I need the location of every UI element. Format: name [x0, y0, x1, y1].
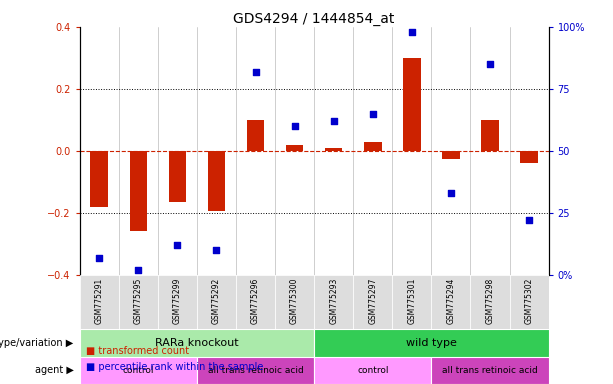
Bar [275, 275, 314, 329]
Text: GSM775291: GSM775291 [95, 278, 104, 324]
Bar [247, 120, 264, 151]
Bar [208, 151, 225, 211]
Bar [80, 275, 119, 329]
Text: genotype/variation ▶: genotype/variation ▶ [0, 338, 74, 348]
Bar [392, 275, 432, 329]
Text: GSM775293: GSM775293 [329, 278, 338, 324]
Point [446, 190, 456, 196]
Bar [80, 357, 197, 384]
Bar [481, 120, 499, 151]
Point [134, 267, 143, 273]
Text: ■ transformed count: ■ transformed count [86, 346, 189, 356]
Point [290, 123, 300, 129]
Point [172, 242, 182, 248]
Text: GSM775297: GSM775297 [368, 278, 377, 324]
Text: control: control [123, 366, 154, 375]
Point [407, 29, 417, 35]
Bar [169, 151, 186, 202]
Bar [520, 151, 538, 163]
Bar [314, 275, 353, 329]
Point [211, 247, 221, 253]
Bar [353, 275, 392, 329]
Text: control: control [357, 366, 389, 375]
Bar [432, 357, 549, 384]
Text: all trans retinoic acid: all trans retinoic acid [442, 366, 538, 375]
Text: GSM775294: GSM775294 [446, 278, 455, 324]
Bar [91, 151, 108, 207]
Bar [325, 148, 343, 151]
Point [329, 118, 338, 124]
Text: GSM775299: GSM775299 [173, 278, 182, 324]
Text: wild type: wild type [406, 338, 457, 348]
Bar [432, 275, 471, 329]
Text: GSM775298: GSM775298 [485, 278, 495, 324]
Bar [364, 142, 381, 151]
Bar [314, 357, 432, 384]
Text: all trans retinoic acid: all trans retinoic acid [208, 366, 303, 375]
Text: GSM775292: GSM775292 [212, 278, 221, 324]
Point [485, 61, 495, 67]
Title: GDS4294 / 1444854_at: GDS4294 / 1444854_at [234, 12, 395, 26]
Bar [471, 275, 509, 329]
Point [251, 68, 261, 74]
Text: GSM775300: GSM775300 [290, 278, 299, 324]
Bar [509, 275, 549, 329]
Bar [197, 357, 314, 384]
Bar [442, 151, 460, 159]
Bar [286, 145, 303, 151]
Bar [119, 275, 158, 329]
Text: ■ percentile rank within the sample: ■ percentile rank within the sample [86, 362, 263, 372]
Bar [158, 275, 197, 329]
Text: RARa knockout: RARa knockout [155, 338, 238, 348]
Bar [129, 151, 147, 232]
Point [368, 111, 378, 117]
Point [524, 217, 534, 223]
Text: GSM775301: GSM775301 [408, 278, 416, 324]
Bar [197, 275, 236, 329]
Text: GSM775295: GSM775295 [134, 278, 143, 324]
Text: GSM775302: GSM775302 [525, 278, 533, 324]
Bar [80, 329, 314, 357]
Point [94, 255, 104, 261]
Bar [236, 275, 275, 329]
Text: agent ▶: agent ▶ [35, 365, 74, 376]
Bar [403, 58, 421, 151]
Bar [314, 329, 549, 357]
Text: GSM775296: GSM775296 [251, 278, 260, 324]
